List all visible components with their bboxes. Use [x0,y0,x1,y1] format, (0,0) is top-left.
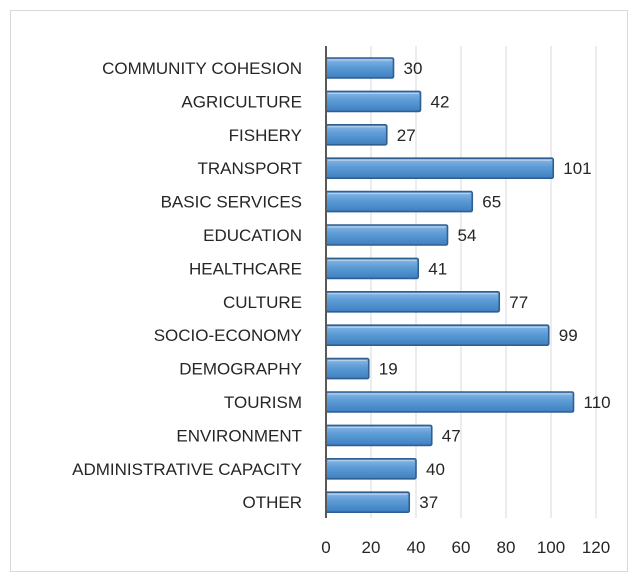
bar [325,290,501,313]
value-label: 99 [559,326,578,345]
category-label: COMMUNITY COHESION [102,59,302,78]
category-label: AGRICULTURE [181,92,302,111]
category-label: FISHERY [229,126,302,145]
category-label: TOURISM [224,393,302,412]
category-label: DEMOGRAPHY [179,360,302,379]
value-label: 47 [442,426,461,445]
bar [325,457,417,480]
value-label: 19 [379,360,398,379]
bar [325,124,388,146]
category-label: BASIC SERVICES [161,193,302,212]
x-tick-label: 120 [582,538,610,557]
x-tick-label: 60 [452,538,471,557]
value-label: 54 [458,226,477,245]
value-label: 77 [509,293,528,312]
bar [325,190,474,213]
bar [325,90,422,113]
value-label: 30 [404,59,423,78]
bar [325,491,411,514]
x-tick-labels: 0 20 40 60 80 100 120 [321,538,610,557]
value-label: 42 [431,92,450,111]
value-label: 37 [419,493,438,512]
bar [325,224,449,246]
category-label: EDUCATION [203,226,302,245]
value-labels: 30 42 27 101 65 54 41 77 99 19 110 47 40 37 [379,59,611,512]
value-label: 65 [482,193,501,212]
value-label: 41 [428,259,447,278]
category-labels: COMMUNITY COHESION AGRICULTURE FISHERY TRAN… [72,59,302,512]
category-label: CULTURE [223,293,302,312]
x-tick-label: 100 [537,538,565,557]
category-label: OTHER [243,493,303,512]
value-label: 27 [397,126,416,145]
category-label: ENVIRONMENT [176,426,302,445]
x-tick-label: 0 [321,538,330,557]
bar [325,357,370,380]
bar [325,424,433,447]
value-label: 40 [426,460,445,479]
category-label: ADMINISTRATIVE CAPACITY [72,460,302,479]
value-label: 110 [584,393,611,412]
value-label: 101 [563,159,591,178]
category-label: SOCIO-ECONOMY [154,326,302,345]
x-tick-label: 80 [497,538,516,557]
bar [325,157,555,179]
bar [325,57,395,79]
bar [325,391,575,413]
bar [325,257,420,280]
chart-frame [10,10,628,572]
gridlines [370,46,597,518]
x-tick-label: 20 [362,538,381,557]
x-tick-label: 40 [407,538,426,557]
category-label: HEALTHCARE [189,259,302,278]
bar [325,324,550,347]
category-label: TRANSPORT [197,159,302,178]
